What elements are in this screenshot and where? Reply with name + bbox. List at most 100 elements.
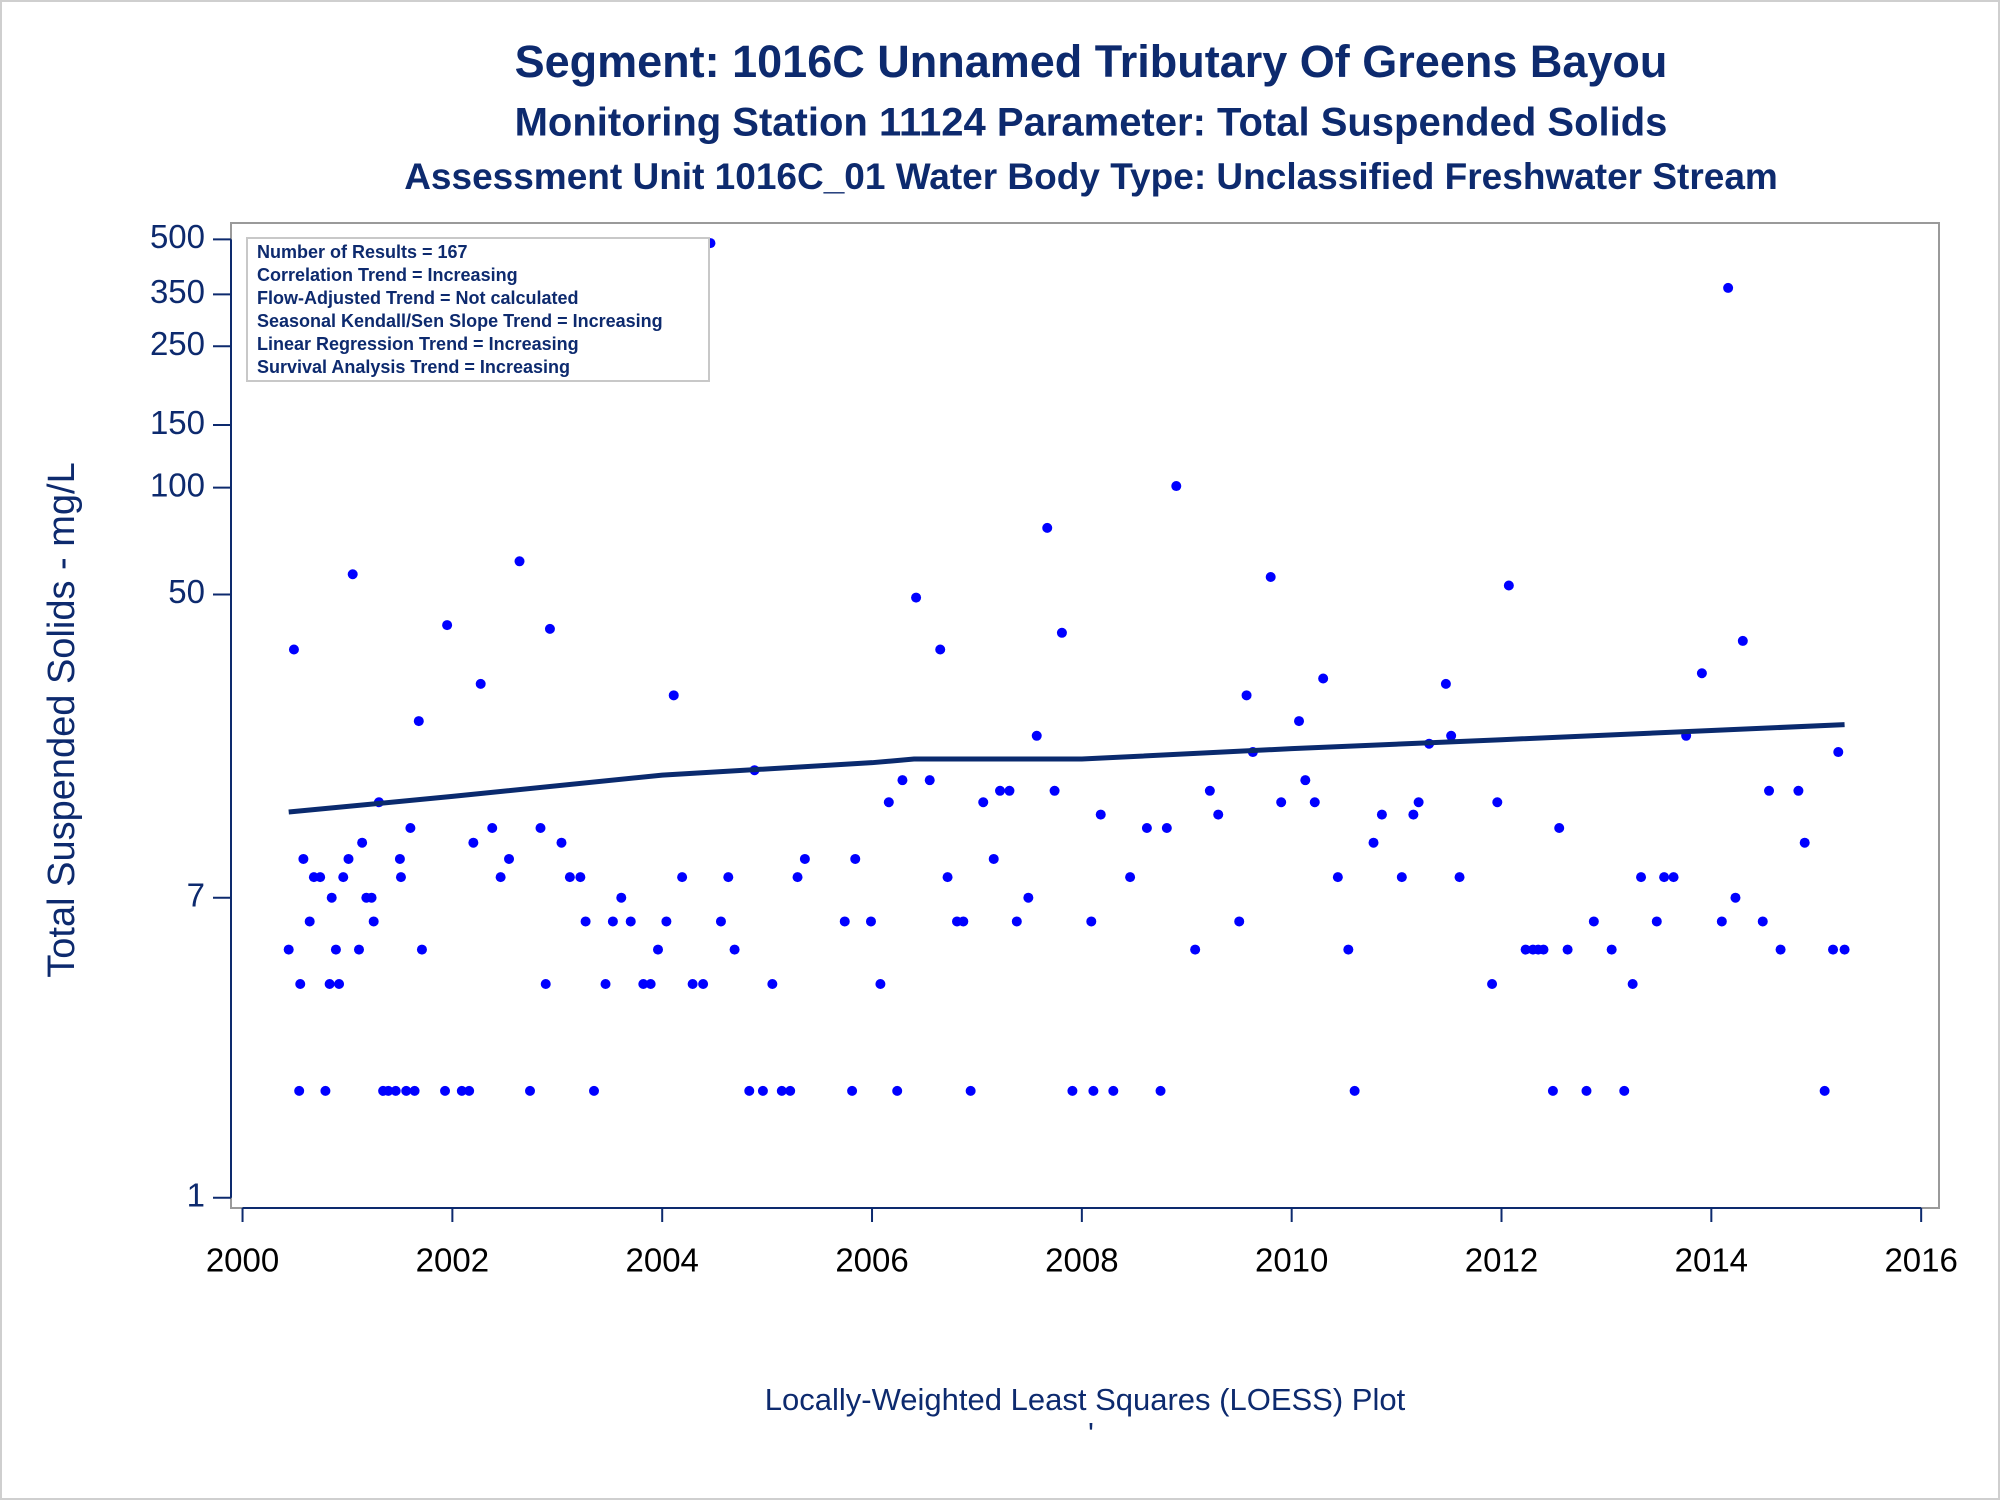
data-point	[723, 872, 734, 883]
y-tick-label: 250	[150, 325, 205, 362]
data-point	[1619, 1085, 1630, 1096]
data-point	[1004, 785, 1015, 796]
data-point	[1723, 282, 1734, 293]
data-point	[638, 979, 649, 990]
data-point	[776, 1085, 787, 1096]
data-point	[607, 916, 618, 927]
data-point	[315, 872, 326, 883]
data-point	[456, 1085, 467, 1096]
y-axis-label: Total Suspended Solids - mg/L	[41, 462, 83, 977]
chart-subtitle-2: Assessment Unit 1016C_01 Water Body Type…	[404, 156, 1778, 197]
data-point	[1161, 822, 1172, 833]
data-point	[525, 1085, 536, 1096]
data-point	[475, 678, 486, 689]
data-point	[677, 872, 688, 883]
data-point	[1108, 1085, 1119, 1096]
data-point	[353, 944, 364, 955]
data-point	[1440, 678, 1451, 689]
data-point	[338, 872, 349, 883]
x-tick-label: 2000	[206, 1242, 279, 1279]
data-point	[1300, 775, 1311, 786]
chart-subtitle: Monitoring Station 11124 Parameter: Tota…	[515, 101, 1668, 145]
data-point	[334, 979, 345, 990]
annotation-text: Linear Regression Trend = Increasing	[257, 334, 579, 354]
data-point	[288, 644, 299, 655]
data-point	[1636, 872, 1647, 883]
data-point	[1125, 872, 1136, 883]
data-point	[865, 916, 876, 927]
annotation-text: Survival Analysis Trend = Increasing	[257, 357, 570, 377]
data-point	[744, 1085, 755, 1096]
data-point	[405, 822, 416, 833]
data-point	[1155, 1085, 1166, 1096]
data-point	[1031, 730, 1042, 741]
data-point	[304, 916, 315, 927]
data-point	[357, 837, 368, 848]
data-point	[687, 979, 698, 990]
data-point	[1056, 627, 1067, 638]
y-tick-label: 50	[168, 573, 205, 610]
y-tick-label: 100	[150, 466, 205, 503]
data-point	[1775, 944, 1786, 955]
data-point	[283, 944, 294, 955]
data-point	[757, 1085, 768, 1096]
data-point	[1581, 1085, 1592, 1096]
data-point	[600, 979, 611, 990]
data-point	[1659, 872, 1670, 883]
data-point	[413, 716, 424, 727]
data-point	[988, 853, 999, 864]
data-point	[330, 944, 341, 955]
data-point	[343, 853, 354, 864]
data-point	[698, 979, 709, 990]
data-point	[1190, 944, 1201, 955]
x-tick-label: 2006	[835, 1242, 908, 1279]
data-point	[1234, 916, 1245, 927]
data-point	[1294, 716, 1305, 727]
data-point	[1737, 635, 1748, 646]
data-point	[958, 916, 969, 927]
data-point	[767, 979, 778, 990]
data-point	[661, 916, 672, 927]
data-point	[298, 853, 309, 864]
annotation-text: Seasonal Kendall/Sen Slope Trend = Incre…	[257, 311, 663, 331]
data-point	[1241, 690, 1252, 701]
data-point	[1627, 979, 1638, 990]
data-point	[383, 1085, 394, 1096]
data-point	[495, 872, 506, 883]
data-point	[847, 1085, 858, 1096]
y-tick-label: 7	[187, 876, 205, 913]
data-point	[1408, 809, 1419, 820]
data-point	[1265, 572, 1276, 583]
data-point	[1204, 785, 1215, 796]
data-point	[1049, 785, 1060, 796]
data-point	[616, 892, 627, 903]
data-point	[924, 775, 935, 786]
data-point	[1764, 785, 1775, 796]
data-point	[892, 1085, 903, 1096]
data-point	[468, 837, 479, 848]
data-point	[564, 872, 575, 883]
data-point	[668, 690, 679, 701]
data-point	[540, 979, 551, 990]
data-point	[1492, 797, 1503, 808]
data-point	[442, 620, 453, 631]
data-point	[792, 872, 803, 883]
data-point	[942, 872, 953, 883]
data-point	[1487, 979, 1498, 990]
data-point	[1828, 944, 1839, 955]
data-point	[1730, 892, 1741, 903]
data-point	[1588, 916, 1599, 927]
data-point	[715, 916, 726, 927]
data-point	[1757, 916, 1768, 927]
data-point	[1368, 837, 1379, 848]
data-point	[394, 853, 405, 864]
footnote-mark: '	[1088, 1416, 1094, 1451]
data-point	[347, 569, 358, 580]
data-point	[1547, 1085, 1558, 1096]
data-point	[1446, 730, 1457, 741]
data-point	[440, 1085, 451, 1096]
data-point	[390, 1085, 401, 1096]
data-point	[875, 979, 886, 990]
data-point	[799, 853, 810, 864]
